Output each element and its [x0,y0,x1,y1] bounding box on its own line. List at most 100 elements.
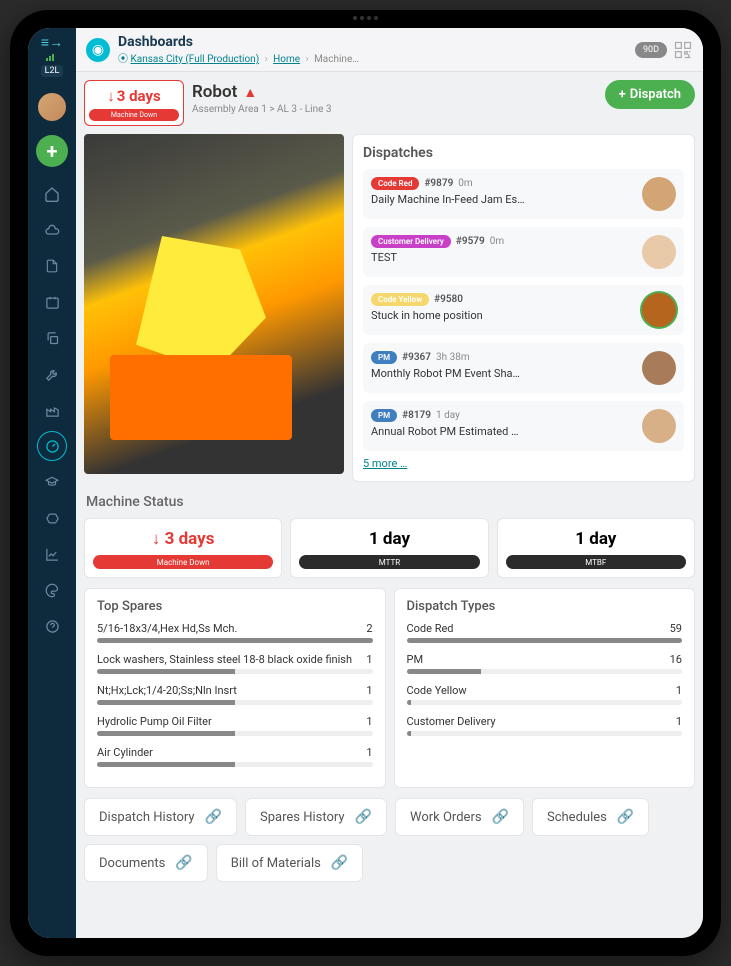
down-arrow-icon: ↓ [107,87,115,105]
dispatch-id: #9367 [402,352,431,363]
bar-row[interactable]: Code Red 59 [407,622,683,643]
bar-name: Customer Delivery [407,715,496,728]
link-icon: 🔗 [331,855,348,871]
link-button[interactable]: Documents 🔗 [84,844,208,882]
bar-row[interactable]: Air Cylinder1 [97,746,373,767]
dispatch-tag: PM [371,351,397,364]
bar-name: Nt;Hx;Lck;1/4-20;Ss;Nln Insrt [97,684,237,697]
user-avatar[interactable] [36,91,68,123]
palette-icon[interactable] [43,581,61,599]
dispatch-button[interactable]: +Dispatch [605,80,695,109]
machine-image [84,134,344,474]
link-button[interactable]: Spares History 🔗 [245,798,387,836]
breadcrumb-home[interactable]: Home [273,54,300,65]
dispatch-time: 3h 38m [436,352,470,363]
page-header: ◉ Dashboards ⦿ Kansas City (Full Product… [76,28,703,72]
alert-icon: ▲ [243,84,257,101]
top-spares-panel: Top Spares 5/16-18x3/4,Hex Hd,Ss Mch.2 Lo… [84,588,386,788]
breadcrumb-site[interactable]: Kansas City (Full Production) [130,54,259,65]
wrench-icon[interactable] [43,365,61,383]
copy-icon[interactable] [43,329,61,347]
home-icon[interactable] [43,185,61,203]
link-label: Spares History [260,810,345,825]
bar-row[interactable]: Hydrolic Pump Oil Filter1 [97,715,373,736]
link-label: Documents [99,856,165,871]
bar-row[interactable]: Code Yellow1 [407,684,683,705]
status-card: 1 dayMTBF [497,518,695,578]
dispatch-time: 1 day [436,410,460,421]
bar-row[interactable]: PM 16 [407,653,683,674]
breadcrumb-current: Machine… [314,54,359,65]
help-icon[interactable] [43,617,61,635]
link-icon: 🔗 [175,855,192,871]
cloud-icon[interactable] [43,221,61,239]
dispatch-tag: Code Red [371,177,419,190]
link-button[interactable]: Work Orders🔗 [395,798,524,836]
dispatch-id: #8179 [402,410,431,421]
dispatches-panel: Dispatches Code Red #9879 0m Daily Machi… [352,134,695,482]
more-dispatches-link[interactable]: 5 more … [363,457,407,470]
factory-icon[interactable] [43,401,61,419]
top-spares-title: Top Spares [97,599,373,614]
chart-icon[interactable] [43,545,61,563]
dispatch-types-title: Dispatch Types [407,599,683,614]
dispatch-item[interactable]: PM #8179 1 day Annual Robot PM Estimated… [363,401,684,451]
status-card: 1 dayMTTR [290,518,488,578]
link-label: Dispatch History [99,810,195,825]
add-button[interactable]: + [36,135,68,167]
recycle-icon[interactable] [43,509,61,527]
graduation-icon[interactable] [43,473,61,491]
dispatch-desc: Annual Robot PM Estimated … [371,425,634,438]
dispatch-item[interactable]: PM #9367 3h 38m Monthly Robot PM Event S… [363,343,684,393]
bar-row[interactable]: 5/16-18x3/4,Hex Hd,Ss Mch.2 [97,622,373,643]
status-mini-card: ↓3 days Machine Down [84,80,184,126]
document-icon[interactable] [43,257,61,275]
dispatch-item[interactable]: Code Yellow #9580 Stuck in home position [363,285,684,335]
bar-count: 16 [670,653,682,666]
dispatch-item[interactable]: Customer Delivery #9579 0m TEST [363,227,684,277]
link-label: Schedules [547,810,607,825]
link-icon: 🔗 [355,809,372,825]
dispatch-types-panel: Dispatch Types Code Red 59 PM 16 Code Yellow… [394,588,696,788]
bar-count: 1 [366,746,372,759]
link-button[interactable]: Schedules🔗 [532,798,649,836]
gauge-icon[interactable] [43,437,61,455]
bar-row[interactable]: Customer Delivery1 [407,715,683,736]
bar-count: 1 [366,684,372,697]
bar-count: 59 [670,622,682,635]
link-icon: 🔗 [492,809,509,825]
dispatch-avatar[interactable] [642,409,676,443]
dispatch-desc: Monthly Robot PM Event Sha… [371,367,634,380]
dispatch-id: #9580 [434,294,463,305]
dispatch-tag: Code Yellow [371,293,429,306]
dispatch-desc: Daily Machine In-Feed Jam Es… [371,193,634,206]
dispatch-item[interactable]: Code Red #9879 0m Daily Machine In-Feed … [363,169,684,219]
breadcrumb: ⦿ Kansas City (Full Production) › Home ›… [118,50,627,65]
app-logo: L2L [41,65,64,77]
bar-row[interactable]: Nt;Hx;Lck;1/4-20;Ss;Nln Insrt 1 [97,684,373,705]
dispatch-time: 0m [458,178,472,189]
page-title: Dashboards [118,34,627,50]
status-value: 1 day [299,529,479,549]
machine-status-title: Machine Status [86,494,693,510]
gauge-header-icon: ◉ [86,38,110,62]
calendar-icon[interactable] [43,293,61,311]
bar-row[interactable]: Lock washers, Stainless steel 18-8 black… [97,653,373,674]
link-button[interactable]: Dispatch History 🔗 [84,798,237,836]
dispatch-avatar[interactable] [642,351,676,385]
bar-count: 1 [366,715,372,728]
link-icon: 🔗 [205,809,222,825]
bar-name: Code Red [407,622,454,635]
dispatch-id: #9879 [424,178,453,189]
qr-icon[interactable] [673,40,693,60]
dispatch-avatar[interactable] [642,177,676,211]
bar-name: PM [407,653,424,666]
status-value: 1 day [506,529,686,549]
bar-count: 1 [366,653,372,666]
dispatch-avatar[interactable] [642,293,676,327]
link-button[interactable]: Bill of Materials🔗 [216,844,363,882]
status-value: ↓ 3 days [93,529,273,549]
dispatch-avatar[interactable] [642,235,676,269]
timerange-pill[interactable]: 90D [635,42,667,58]
expand-sidebar-icon[interactable]: ≡→ [41,34,63,51]
